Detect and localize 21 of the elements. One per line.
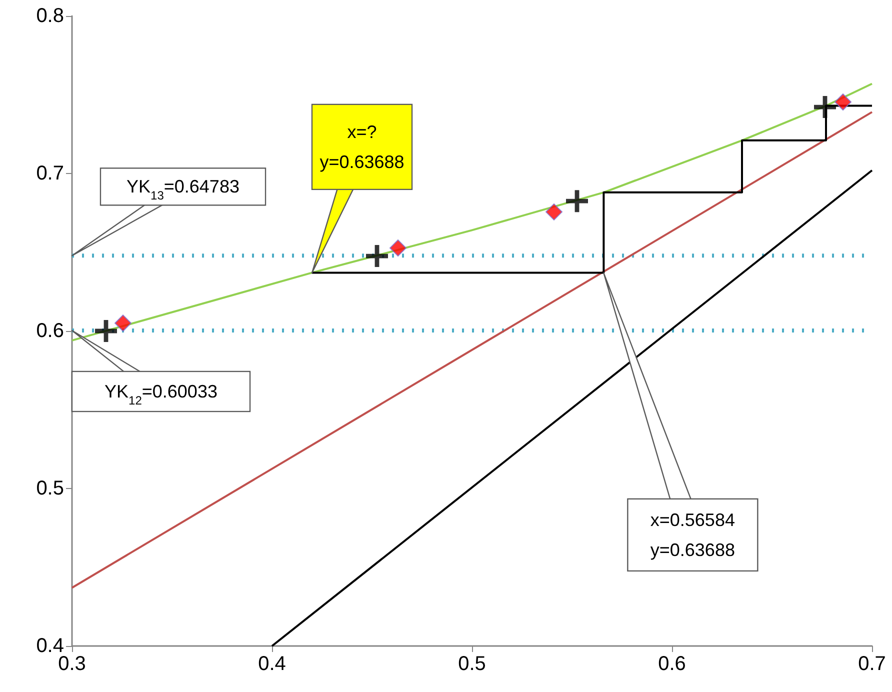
y-tick-label: 0.6	[36, 320, 64, 342]
point	[366, 245, 388, 268]
x-tick-label: 0.4	[258, 653, 286, 675]
point	[814, 96, 836, 118]
x-tick-label: 0.6	[658, 653, 686, 675]
point	[95, 320, 117, 342]
x-tick-label: 0.7	[858, 653, 886, 675]
point	[546, 203, 562, 220]
y-tick-label: 0.7	[36, 162, 64, 184]
point	[114, 314, 132, 332]
x-tick-label: 0.5	[458, 653, 486, 675]
point	[566, 190, 588, 212]
line-series	[71, 82, 873, 342]
y-tick-label: 0.5	[36, 478, 64, 500]
point	[834, 93, 852, 110]
ref-line-label: YK$_{13}$=0.64783	[126, 176, 240, 203]
point	[390, 239, 406, 256]
y-tick-label: 0.8	[36, 5, 64, 27]
annotation: x=? y=0.63688	[320, 122, 404, 172]
annotation: x=0.56584 y=0.63688	[650, 510, 735, 560]
ref-line-label: YK$_{12}$=0.60033	[104, 381, 218, 408]
